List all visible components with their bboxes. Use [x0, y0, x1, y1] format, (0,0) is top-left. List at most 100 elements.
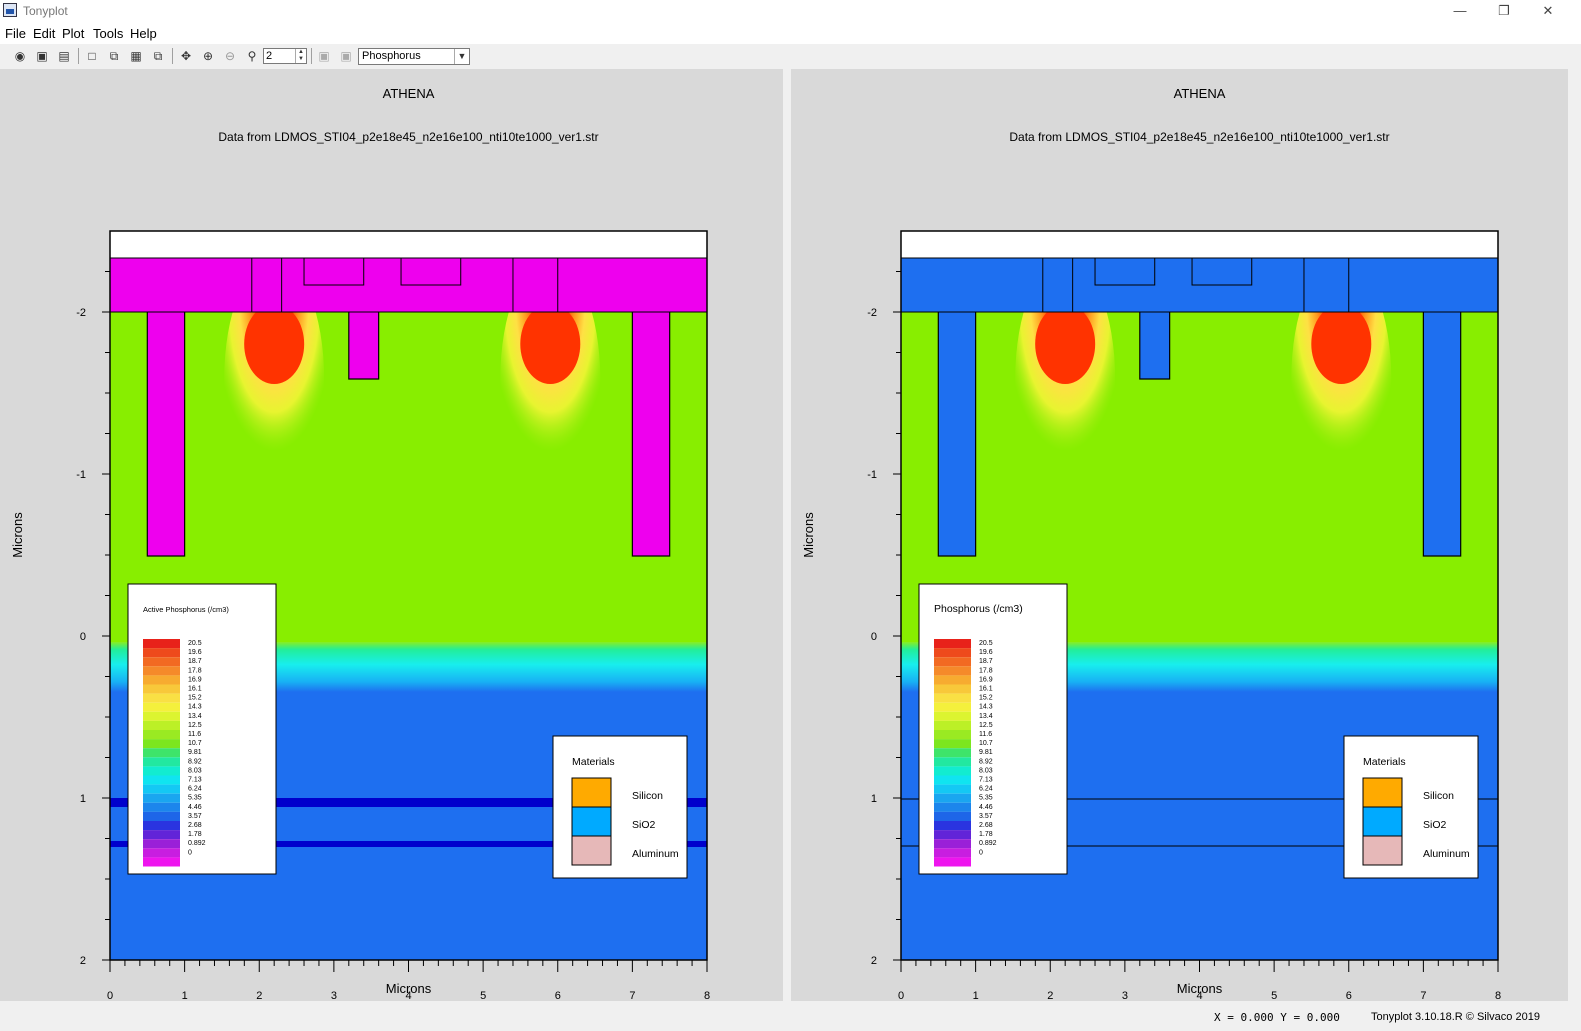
sti-trench	[631, 312, 671, 557]
legend-level-label: 3.57	[188, 813, 202, 820]
legend-swatch	[934, 857, 971, 867]
legend-swatch	[934, 693, 971, 703]
legend-level-label: 2.68	[979, 822, 993, 829]
menu-plot[interactable]: Plot	[62, 26, 85, 41]
material-label: Silicon	[632, 790, 663, 802]
legend-level-label: 14.3	[188, 704, 202, 711]
y-axis-label: Microns	[10, 512, 25, 558]
contact-box	[1191, 257, 1253, 286]
legend-level-label: 1.78	[188, 831, 202, 838]
x-tick-label: 0	[107, 990, 113, 1001]
title-bar: Tonyplot — ❐ ✕	[0, 0, 1581, 24]
material-swatch	[571, 777, 612, 808]
x-axis-label: Microns	[386, 981, 432, 996]
doping-core	[1035, 304, 1096, 384]
overlay-plot-icon[interactable]: ⧉	[153, 49, 163, 63]
quantity-select[interactable]: Phosphorus ▼	[358, 48, 470, 65]
zoom-in-icon[interactable]: ⊕	[202, 49, 214, 63]
sti-trench	[146, 312, 186, 557]
version-label: Tonyplot 3.10.18.R © Silvaco 2019	[1371, 1011, 1540, 1023]
legend-level-label: 8.03	[979, 767, 993, 774]
plot-panel-left[interactable]: ATHENA Data from LDMOS_STI04_p2e18e45_n2e…	[0, 69, 783, 1002]
legend-swatch	[934, 702, 971, 712]
menu-file[interactable]: File	[5, 26, 26, 41]
legend-level-label: 15.2	[979, 695, 993, 702]
zoom-box-icon[interactable]: ⚲	[247, 49, 257, 63]
legend-level-label: 5.35	[188, 795, 202, 802]
select-region-icon[interactable]: □	[88, 49, 96, 63]
minimize-icon[interactable]: —	[1453, 3, 1467, 18]
legend-swatch	[143, 702, 180, 712]
zoom-out-icon[interactable]: ⊖	[224, 49, 236, 63]
legend-level-label: 12.5	[188, 722, 202, 729]
menu-help[interactable]: Help	[130, 26, 157, 41]
x-axis-label: Microns	[1177, 981, 1223, 996]
zoom-factor-spinner[interactable]: 2 ▲ ▼	[263, 48, 307, 64]
legend-level-label: 4.46	[979, 804, 993, 811]
materials-legend: Materials Silicon SiO2 Aluminum	[1343, 735, 1479, 879]
material-label: Silicon	[1423, 790, 1454, 802]
legend-level-label: 7.13	[979, 777, 993, 784]
restore-icon[interactable]: ❐	[1498, 3, 1510, 18]
previous-icon[interactable]: ▣	[318, 49, 330, 63]
legend-swatch	[143, 693, 180, 703]
menu-edit[interactable]: Edit	[33, 26, 56, 41]
legend-level-label: 14.3	[979, 704, 993, 711]
x-tick-label: 5	[1271, 990, 1277, 1001]
legend-swatch	[934, 811, 971, 821]
app-icon	[3, 3, 17, 17]
materials-title: Materials	[1363, 756, 1406, 768]
load-icon[interactable]: ◉	[14, 49, 26, 63]
legend-level-label: 6.24	[188, 786, 202, 793]
y-tick-label: 1	[871, 793, 877, 805]
x-tick-label: 4	[405, 990, 411, 1001]
plot-panel-right[interactable]: ATHENA Data from LDMOS_STI04_p2e18e45_n2e…	[791, 69, 1568, 1002]
y-tick-label: -2	[867, 307, 877, 319]
legend-level-label: 20.5	[188, 640, 202, 647]
x-tick-label: 3	[1122, 990, 1128, 1001]
legend-level-label: 1.78	[979, 831, 993, 838]
print-icon[interactable]: ▤	[58, 49, 70, 63]
legend-level-label: 10.7	[979, 740, 993, 747]
spinner-arrows-icon[interactable]: ▲ ▼	[295, 49, 306, 63]
menu-tools[interactable]: Tools	[93, 26, 124, 41]
legend-swatch	[143, 757, 180, 767]
vacuum-region	[901, 231, 1498, 258]
legend-swatch	[143, 821, 180, 831]
pan-icon[interactable]: ✥	[180, 49, 192, 63]
quantity-select-value: Phosphorus	[362, 50, 421, 62]
legend-swatch	[934, 666, 971, 676]
legend-level-label: 2.68	[188, 822, 202, 829]
x-tick-label: 0	[898, 990, 904, 1001]
legend-level-label: 18.7	[188, 658, 202, 665]
legend-swatch	[934, 830, 971, 840]
legend-swatch	[143, 775, 180, 785]
window-title: Tonyplot	[23, 4, 68, 18]
plot-canvas[interactable]: ATHENA Data from LDMOS_STI04_p2e18e45_n2e…	[791, 69, 1568, 1002]
zoom-factor-value: 2	[266, 50, 273, 62]
legend-swatch	[934, 839, 971, 849]
legend-swatch	[143, 657, 180, 667]
legend-swatch	[143, 684, 180, 694]
legend-swatch	[934, 802, 971, 812]
buried-layer	[110, 841, 707, 847]
plot-canvas[interactable]: ATHENA Data from LDMOS_STI04_p2e18e45_n2e…	[0, 69, 783, 1002]
close-icon[interactable]: ✕	[1542, 3, 1554, 18]
legend-level-label: 5.35	[979, 795, 993, 802]
x-tick-label: 1	[973, 990, 979, 1001]
x-tick-label: 8	[704, 990, 710, 1001]
doping-core	[244, 304, 305, 384]
plot-title: ATHENA	[383, 86, 435, 101]
delete-plot-icon[interactable]: ▦	[130, 49, 142, 63]
save-icon[interactable]: ▣	[36, 49, 48, 63]
legend-level-label: 3.57	[979, 813, 993, 820]
legend-level-label: 11.6	[979, 731, 992, 738]
legend-swatch	[143, 848, 180, 858]
legend-level-label: 10.7	[188, 740, 202, 747]
next-icon[interactable]: ▣	[340, 49, 352, 63]
legend-swatch	[143, 802, 180, 812]
copy-plot-icon[interactable]: ⧉	[109, 49, 119, 63]
menu-bar: File Edit Plot Tools Help	[0, 24, 1581, 44]
chevron-down-icon[interactable]: ▼	[454, 49, 469, 64]
y-tick-label: 0	[80, 631, 86, 643]
